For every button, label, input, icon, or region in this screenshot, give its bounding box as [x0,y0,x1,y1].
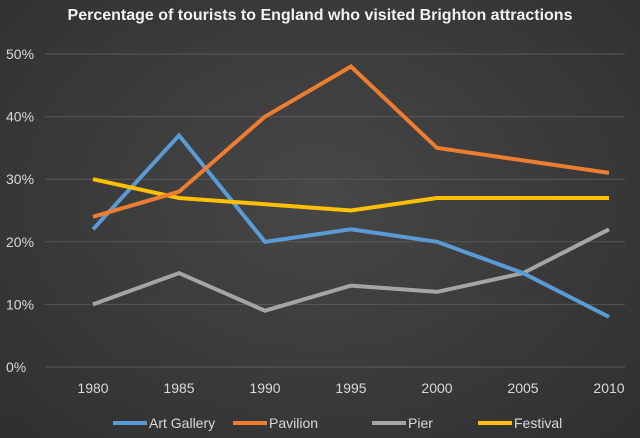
series-line-art-gallery [91,132,610,319]
x-tick-label: 1995 [335,380,366,396]
legend-label: Pier [408,415,433,431]
series-line-festival [92,177,609,213]
y-tick-label: 10% [6,296,34,312]
series-line-pavilion [92,64,610,219]
series-lines [91,64,610,319]
legend-entry-pavilion: Pavilion [233,415,318,431]
gridlines [45,53,625,368]
x-tick-label: 2000 [421,380,452,396]
legend: Art Gallery Pavilion Pier Festival [113,415,562,431]
legend-entry-art-gallery: Art Gallery [113,415,215,431]
legend-entry-pier: Pier [372,415,433,431]
legend-entry-festival: Festival [478,415,562,431]
y-tick-label: 50% [6,46,34,62]
y-tick-label: 30% [6,171,34,187]
chart-title: Percentage of tourists to England who vi… [68,7,573,24]
x-tick-label: 1990 [249,380,280,396]
legend-label: Art Gallery [149,415,215,431]
x-axis-tick-labels: 1980 1985 1990 1995 2000 2005 2010 [77,380,624,396]
y-tick-label: 20% [6,234,34,250]
legend-label: Festival [514,415,562,431]
y-tick-label: 40% [6,109,34,125]
y-tick-label: 0% [6,359,26,375]
y-axis-tick-labels: 0% 10% 20% 30% 40% 50% [6,46,34,375]
x-tick-label: 2010 [593,380,624,396]
x-tick-label: 2005 [507,380,538,396]
legend-label: Pavilion [269,415,318,431]
x-tick-label: 1985 [163,380,194,396]
x-tick-label: 1980 [77,380,108,396]
